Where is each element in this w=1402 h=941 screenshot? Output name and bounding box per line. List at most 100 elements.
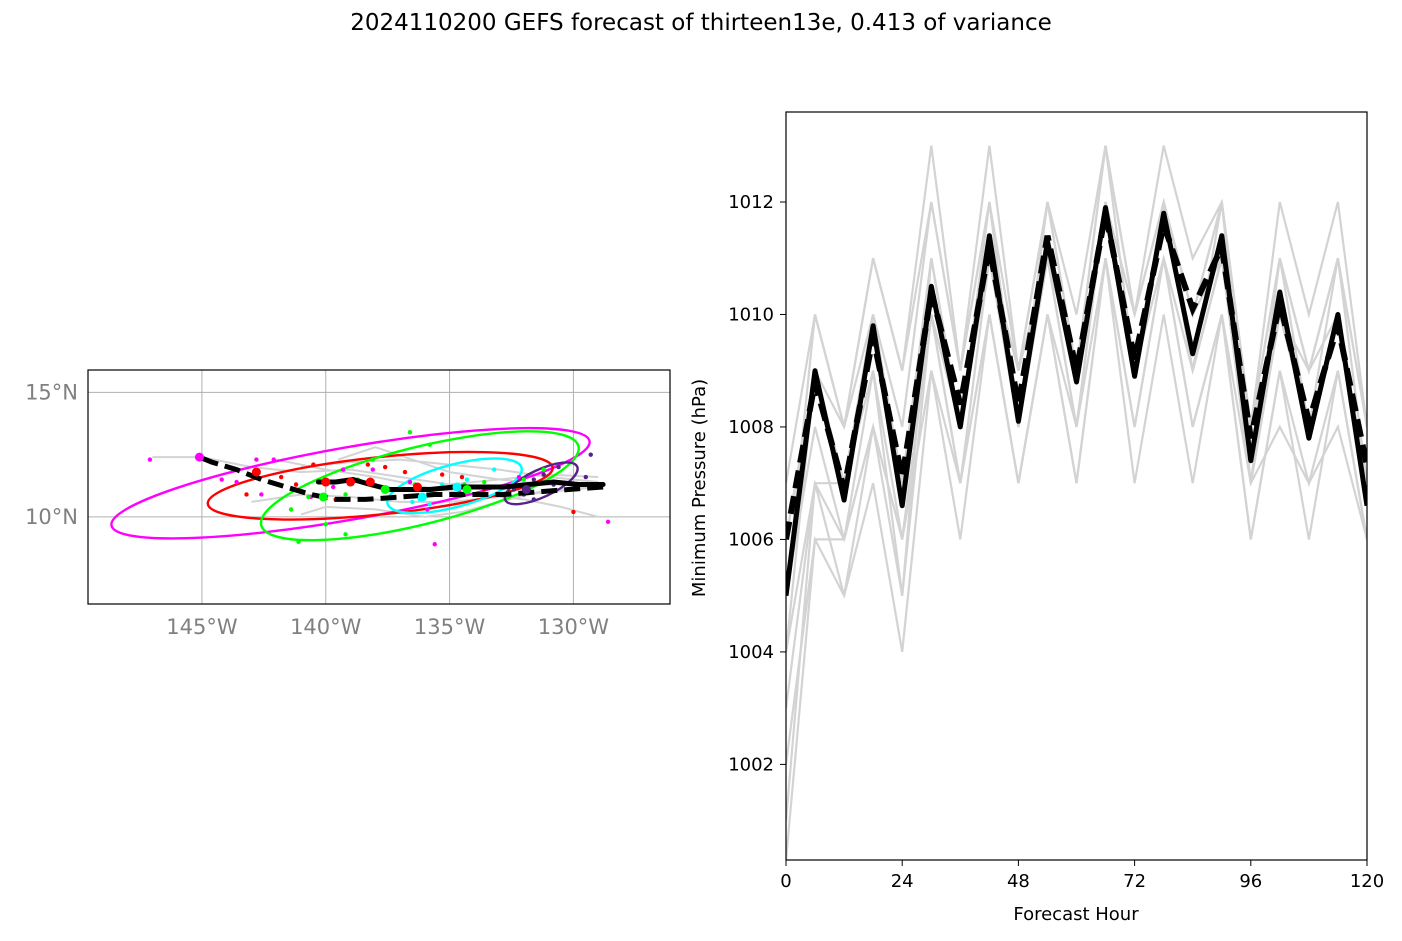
member-pressure-lines [786, 145, 1367, 860]
mean-pressure-line-solid [786, 205, 1367, 597]
cluster-mean-point [194, 452, 204, 462]
cluster-point [259, 492, 264, 497]
cluster-mean-point [318, 492, 328, 502]
pressure-chart-panel: 0 24 48 72 96 120 1002 1004 1006 1008 1010 1012 For… [689, 111, 1384, 925]
cluster-mean-point [251, 467, 261, 477]
member-track [276, 458, 599, 518]
cluster-point [340, 467, 346, 472]
cluster-point [427, 502, 432, 507]
cluster-point [432, 542, 437, 547]
x-tick-label: 0 [780, 871, 791, 892]
map-lon-tick-label: 145°W [166, 615, 238, 639]
cluster-point [288, 507, 294, 512]
member-track [251, 486, 599, 503]
map-tick-labels: 145°W 140°W 135°W 130°W 10°N 15°N [25, 380, 609, 639]
cluster-point [278, 474, 284, 480]
x-tick-label: 120 [1350, 871, 1384, 892]
y-tick-label: 1010 [728, 304, 774, 325]
cluster-mean-point [380, 484, 390, 494]
cluster-point [588, 452, 593, 457]
cluster-mean-point [417, 492, 427, 502]
y-axis-label: Minimum Pressure (hPa) [689, 379, 710, 597]
x-tick-label: 96 [1239, 871, 1262, 892]
cluster-point [425, 507, 430, 512]
cluster-mean-point [321, 477, 331, 487]
cluster-point [482, 479, 487, 485]
cluster-point [531, 477, 536, 482]
x-tick-label: 24 [891, 871, 914, 892]
cluster-point [370, 467, 376, 472]
cluster-point [330, 484, 336, 490]
cluster-point [293, 482, 299, 487]
cluster-point [343, 492, 348, 497]
cluster-ellipse [386, 457, 523, 515]
pressure-ticks: 0 24 48 72 96 120 1002 1004 1006 1008 1010 1012 [728, 192, 1384, 892]
cluster-point [219, 477, 224, 482]
map-lat-tick-label: 10°N [25, 505, 78, 529]
cluster-point [605, 519, 611, 525]
cluster-point [365, 462, 371, 467]
cluster-point [491, 467, 497, 472]
pressure-frame [785, 111, 1368, 861]
x-tick-label: 72 [1123, 871, 1146, 892]
y-tick-label: 1006 [728, 529, 774, 550]
cluster-point [306, 494, 311, 500]
cluster-point [571, 509, 576, 515]
cluster-point [382, 464, 388, 470]
cluster-point [323, 522, 328, 527]
cluster-point [541, 467, 546, 472]
cluster-mean-point [462, 484, 472, 494]
cluster-point [556, 464, 561, 470]
x-axis-label: Forecast Hour [1013, 904, 1139, 925]
figure-title: 2024110200 GEFS forecast of thirteen13e,… [350, 10, 1052, 36]
cluster-point [410, 499, 415, 505]
cluster-point [244, 492, 249, 497]
cluster-mean-point [346, 477, 356, 487]
cluster-mean-point [452, 482, 462, 492]
cluster-point [516, 474, 522, 480]
map-lon-tick-label: 130°W [538, 615, 610, 639]
y-tick-label: 1008 [728, 417, 774, 438]
cluster-point [459, 474, 465, 480]
cluster-point [521, 477, 527, 482]
mean-pressure-lines [786, 205, 1367, 597]
pressure-plot-area [786, 145, 1367, 860]
cluster-ellipses [110, 426, 591, 542]
cluster-point [254, 457, 259, 462]
cluster-point [407, 479, 413, 485]
cluster-ellipse [110, 426, 591, 540]
ensemble-mean-track-solid [315, 477, 606, 492]
cluster-point [311, 462, 316, 467]
member-track [300, 486, 599, 518]
cluster-mean-point [365, 477, 375, 487]
cluster-mean-point [412, 482, 422, 492]
cluster-mean-point [521, 484, 531, 494]
map-plot-area [110, 426, 611, 547]
cluster-point [234, 479, 239, 485]
y-tick-label: 1002 [728, 754, 774, 775]
cluster-point [147, 457, 153, 462]
track-map-panel: 145°W 140°W 135°W 130°W 10°N 15°N [25, 369, 671, 639]
cluster-point [541, 472, 546, 477]
cluster-point [439, 472, 445, 477]
member-pressure-line [786, 145, 1367, 653]
map-lon-tick-label: 140°W [290, 615, 362, 639]
ensemble-mean-tracks [194, 452, 606, 502]
x-tick-label: 48 [1007, 871, 1030, 892]
member-pressure-line [786, 258, 1367, 765]
y-tick-label: 1012 [728, 192, 774, 213]
cluster-point [583, 474, 588, 480]
cluster-point [402, 469, 408, 475]
cluster-point [427, 442, 432, 447]
cluster-point [343, 532, 348, 537]
map-lat-tick-label: 15°N [25, 380, 78, 404]
map-frame [87, 369, 671, 605]
cluster-point [271, 457, 276, 462]
y-tick-label: 1004 [728, 642, 774, 663]
cluster-ellipse [259, 430, 580, 542]
cluster-point [464, 477, 470, 482]
map-lon-tick-label: 135°W [414, 615, 486, 639]
cluster-point [531, 497, 536, 502]
cluster-point [407, 430, 413, 435]
